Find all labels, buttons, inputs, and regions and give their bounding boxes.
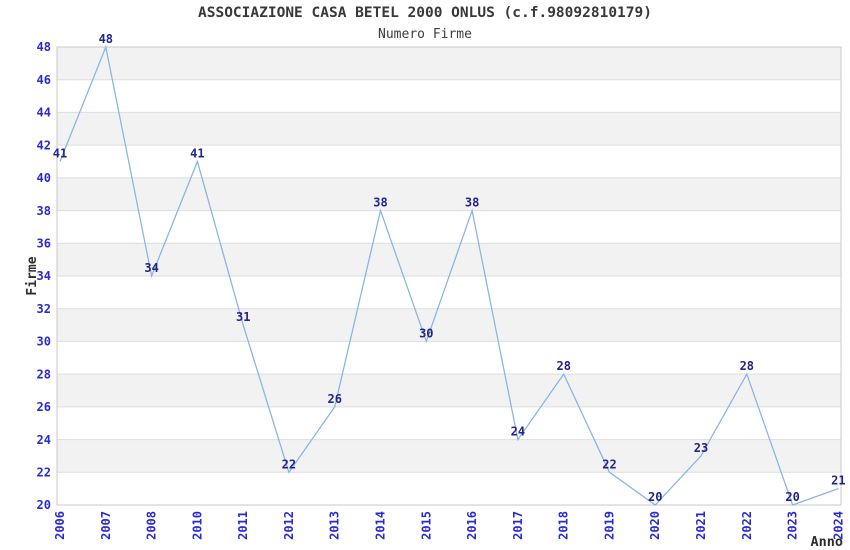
x-tick-label: 2015 (419, 511, 433, 540)
y-tick-label: 40 (37, 171, 51, 185)
grid-band (57, 210, 841, 244)
grid-band (57, 47, 841, 80)
grid-band (57, 341, 841, 375)
data-label: 28 (556, 359, 570, 373)
data-label: 41 (190, 147, 204, 161)
y-tick-label: 22 (37, 466, 51, 480)
data-label: 20 (648, 490, 662, 504)
grid-band (57, 406, 841, 440)
y-tick-label: 36 (37, 237, 51, 251)
x-tick-label: 2012 (282, 511, 296, 540)
grid-band (57, 374, 841, 407)
x-tick-label: 2014 (374, 511, 388, 540)
x-tick-label: 2021 (694, 511, 708, 540)
chart-subtitle: Numero Firme (378, 27, 472, 42)
y-tick-label: 48 (37, 40, 51, 54)
data-label: 30 (419, 326, 433, 340)
data-label: 41 (53, 147, 67, 161)
y-tick-label: 26 (37, 400, 51, 414)
y-tick-label: 30 (37, 335, 51, 349)
y-tick-label: 38 (37, 204, 51, 218)
grid-band (57, 145, 841, 178)
data-label: 23 (694, 441, 708, 455)
x-tick-label: 2018 (557, 511, 571, 540)
x-tick-label: 2010 (190, 511, 204, 540)
y-axis-title: Firme (25, 256, 40, 295)
data-label: 20 (785, 490, 799, 504)
grid-band (57, 79, 841, 113)
series-line (59, 44, 839, 506)
x-tick-label: 2022 (740, 511, 754, 540)
x-tick-label: 2020 (648, 511, 662, 540)
y-tick-label: 32 (37, 302, 51, 316)
data-label: 26 (327, 392, 341, 406)
data-label: 22 (282, 457, 296, 471)
data-label: 22 (602, 457, 616, 471)
grid-band (57, 243, 841, 276)
x-tick-label: 2013 (328, 511, 342, 540)
x-tick-label: 2016 (465, 511, 479, 540)
y-tick-label: 28 (37, 367, 51, 381)
y-tick-label: 46 (37, 73, 51, 87)
x-tick-label: 2008 (145, 511, 159, 540)
data-label: 38 (373, 196, 387, 210)
x-tick-label: 2007 (99, 511, 113, 540)
grid-band (57, 112, 841, 146)
grid-band (57, 177, 841, 211)
data-label: 24 (511, 425, 525, 439)
x-tick-label: 2019 (603, 511, 617, 540)
x-tick-label: 2011 (236, 511, 250, 540)
data-label: 28 (740, 359, 754, 373)
y-tick-label: 34 (37, 269, 51, 283)
y-tick-label: 24 (37, 433, 51, 447)
grid-band (57, 276, 841, 309)
x-tick-label: 2023 (786, 511, 800, 540)
data-label: 34 (144, 261, 158, 275)
data-label: 31 (236, 310, 250, 324)
data-label: 38 (465, 196, 479, 210)
y-tick-label: 20 (37, 498, 51, 512)
x-axis-title: Anno (810, 534, 843, 550)
grid-band (57, 472, 841, 505)
chart-title: ASSOCIAZIONE CASA BETEL 2000 ONLUS (c.f.… (198, 5, 652, 21)
x-tick-label: 2024 (831, 511, 845, 540)
data-label: 48 (99, 32, 113, 46)
data-label: 21 (831, 474, 845, 488)
x-tick-label: 2017 (511, 511, 525, 540)
plot-border (56, 46, 842, 506)
grid-band (57, 439, 841, 473)
grid-band (57, 308, 841, 342)
y-tick-label: 42 (37, 138, 51, 152)
x-tick-label: 2006 (53, 511, 67, 540)
y-tick-label: 44 (37, 106, 51, 120)
